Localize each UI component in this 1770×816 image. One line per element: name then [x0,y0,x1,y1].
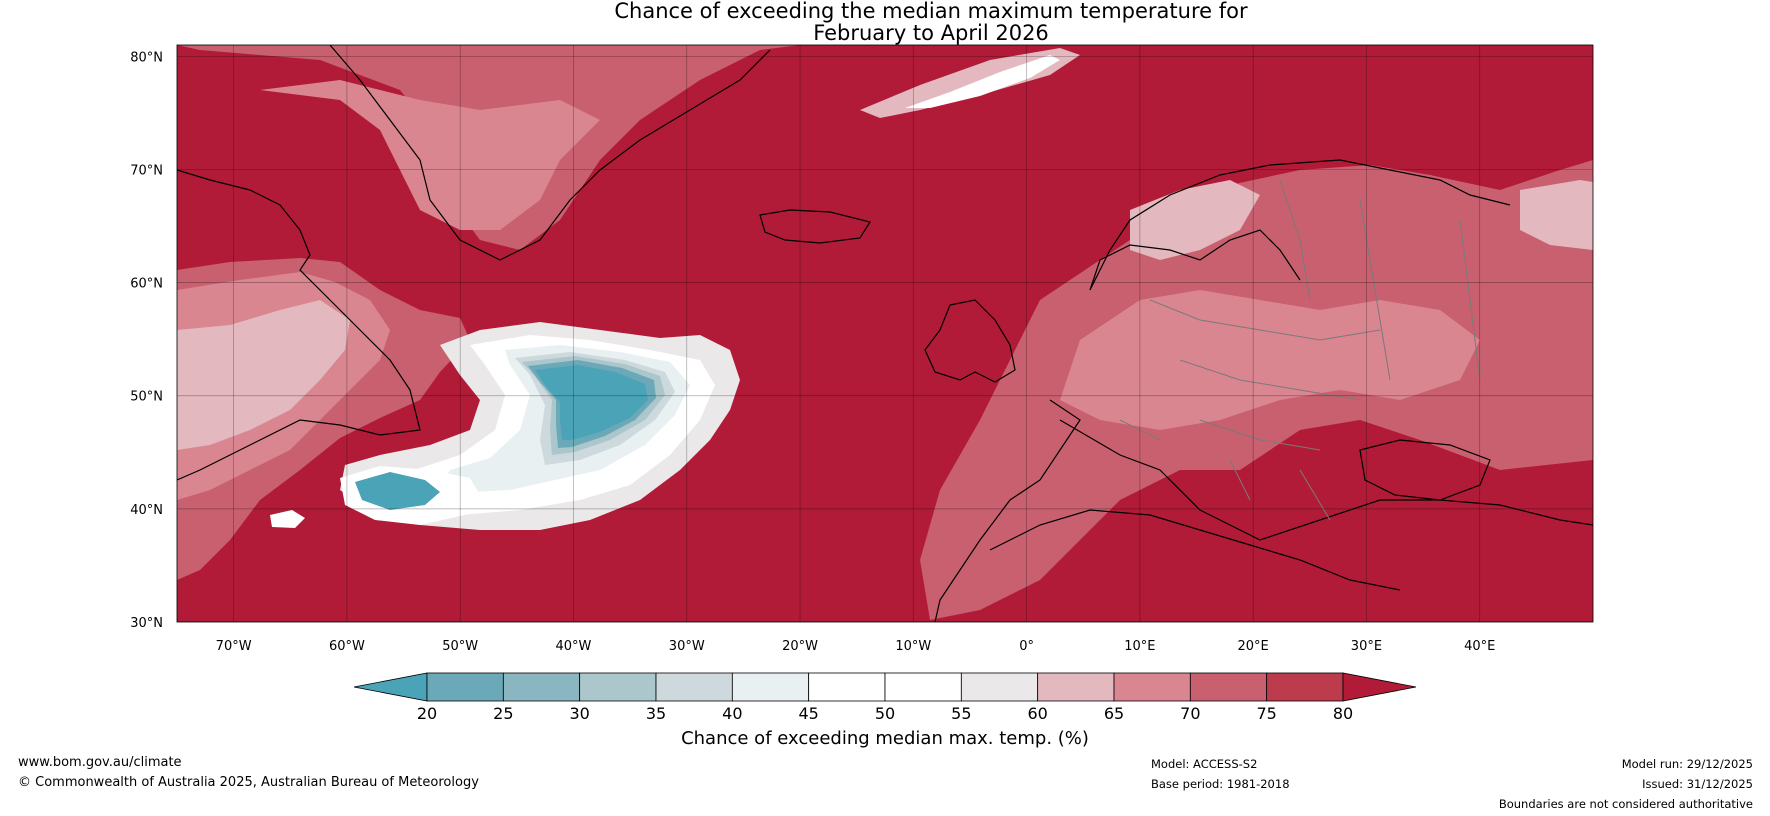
canada-coast [177,169,421,481]
colorbar-segment [502,672,581,702]
colorbar-segment [960,672,1039,702]
colorbar-segment [884,672,962,702]
colorbar-tick-label: 35 [646,704,666,723]
lat-label: 40°N [130,503,163,518]
model-name: Model: ACCESS-S2 [1151,757,1258,771]
lon-label: 70°W [216,639,252,654]
colorbar-segment [426,672,504,702]
lat-label: 30°N [130,616,163,631]
probability-region-nova-scotia-white [270,510,305,528]
lat-label: 50°N [130,390,163,405]
lon-label: 20°W [782,639,818,654]
europe-coast [934,159,1593,622]
probability-region-greenland-inner [260,80,600,230]
lon-label: 30°E [1351,639,1382,654]
lon-label: 10°E [1124,639,1155,654]
map-area [177,45,1593,622]
probability-region-arctic-white [905,55,1060,108]
country-borders [1119,179,1481,521]
probability-region-60-65 [177,300,350,450]
lon-label: 10°W [895,639,931,654]
latitude-labels: 80°N 70°N 60°N 50°N 40°N 30°N [130,50,163,631]
colorbar-tick-label: 30 [569,704,589,723]
graticule [177,45,1593,622]
colorbar-segment [1189,672,1268,702]
probability-region-below-25 [535,365,648,440]
lat-label: 80°N [130,50,163,65]
map-frame [176,44,1594,623]
probability-region-small-cold [355,472,440,510]
longitude-labels: 70°W 60°W 50°W 40°W 30°W 20°W 10°W 0° 10°E 20°E 30… [216,639,1496,654]
colorbar-tick-label: 45 [798,704,818,723]
chart-title-line1: Chance of exceeding the median maximum t… [614,0,1248,23]
lat-label: 70°N [130,163,163,178]
lon-label: 20°E [1238,639,1269,654]
british-isles-coast [924,299,1016,383]
colorbar-tick-label: 20 [417,704,437,723]
colorbar-tick-label: 65 [1104,704,1124,723]
scandinavia-coast [1089,229,1301,291]
colorbar-extend-low [353,672,428,702]
colorbar-tick-label: 75 [1256,704,1276,723]
probability-region-east [1520,180,1593,250]
colorbar-tick-label: 80 [1333,704,1353,723]
model-run-date: Model run: 29/12/2025 [1621,757,1753,771]
lat-label: 60°N [130,277,163,292]
greenland-coast [329,45,771,261]
colorbar-segment [1113,672,1191,702]
probability-region-europe-inner [1060,290,1480,430]
boundaries-disclaimer: Boundaries are not considered authoritat… [1498,797,1753,811]
colorbar-segment [1266,672,1344,702]
lon-label: 40°W [556,639,592,654]
copyright-note: © Commonwealth of Australia 2025, Austra… [18,775,479,790]
colorbar-tick-label: 60 [1027,704,1047,723]
colorbar-tick-label: 40 [722,704,742,723]
lon-label: 40°E [1464,639,1495,654]
base-period: Base period: 1981-2018 [1151,777,1290,791]
colorbar: 20 25 30 35 40 45 50 55 60 65 70 75 80 [353,672,1417,723]
colorbar-label: Chance of exceeding median max. temp. (%… [681,728,1089,749]
colorbar-segment [731,672,810,702]
colorbar-extend-high [1342,672,1417,702]
colorbar-segment [1037,672,1115,702]
colorbar-tick-label: 55 [951,704,971,723]
lon-label: 50°W [442,639,478,654]
colorbar-tick-label: 50 [875,704,895,723]
black-sea-coast [1359,439,1491,501]
colorbar-tick-label: 70 [1180,704,1200,723]
colorbar-segment [579,672,657,702]
iceland-coast [759,209,871,244]
mediterranean-coast [989,509,1401,591]
lon-label: 30°W [669,639,705,654]
colorbar-segment [655,672,733,702]
colorbar-tick-label: 25 [493,704,513,723]
lon-label: 60°W [329,639,365,654]
coastlines [177,45,1593,622]
lon-label: 0° [1019,639,1034,654]
issued-date: Issued: 31/12/2025 [1642,777,1753,791]
chart-title-line2: February to April 2026 [813,21,1049,45]
colorbar-segment [808,672,886,702]
source-url: www.bom.gov.au/climate [18,755,182,770]
